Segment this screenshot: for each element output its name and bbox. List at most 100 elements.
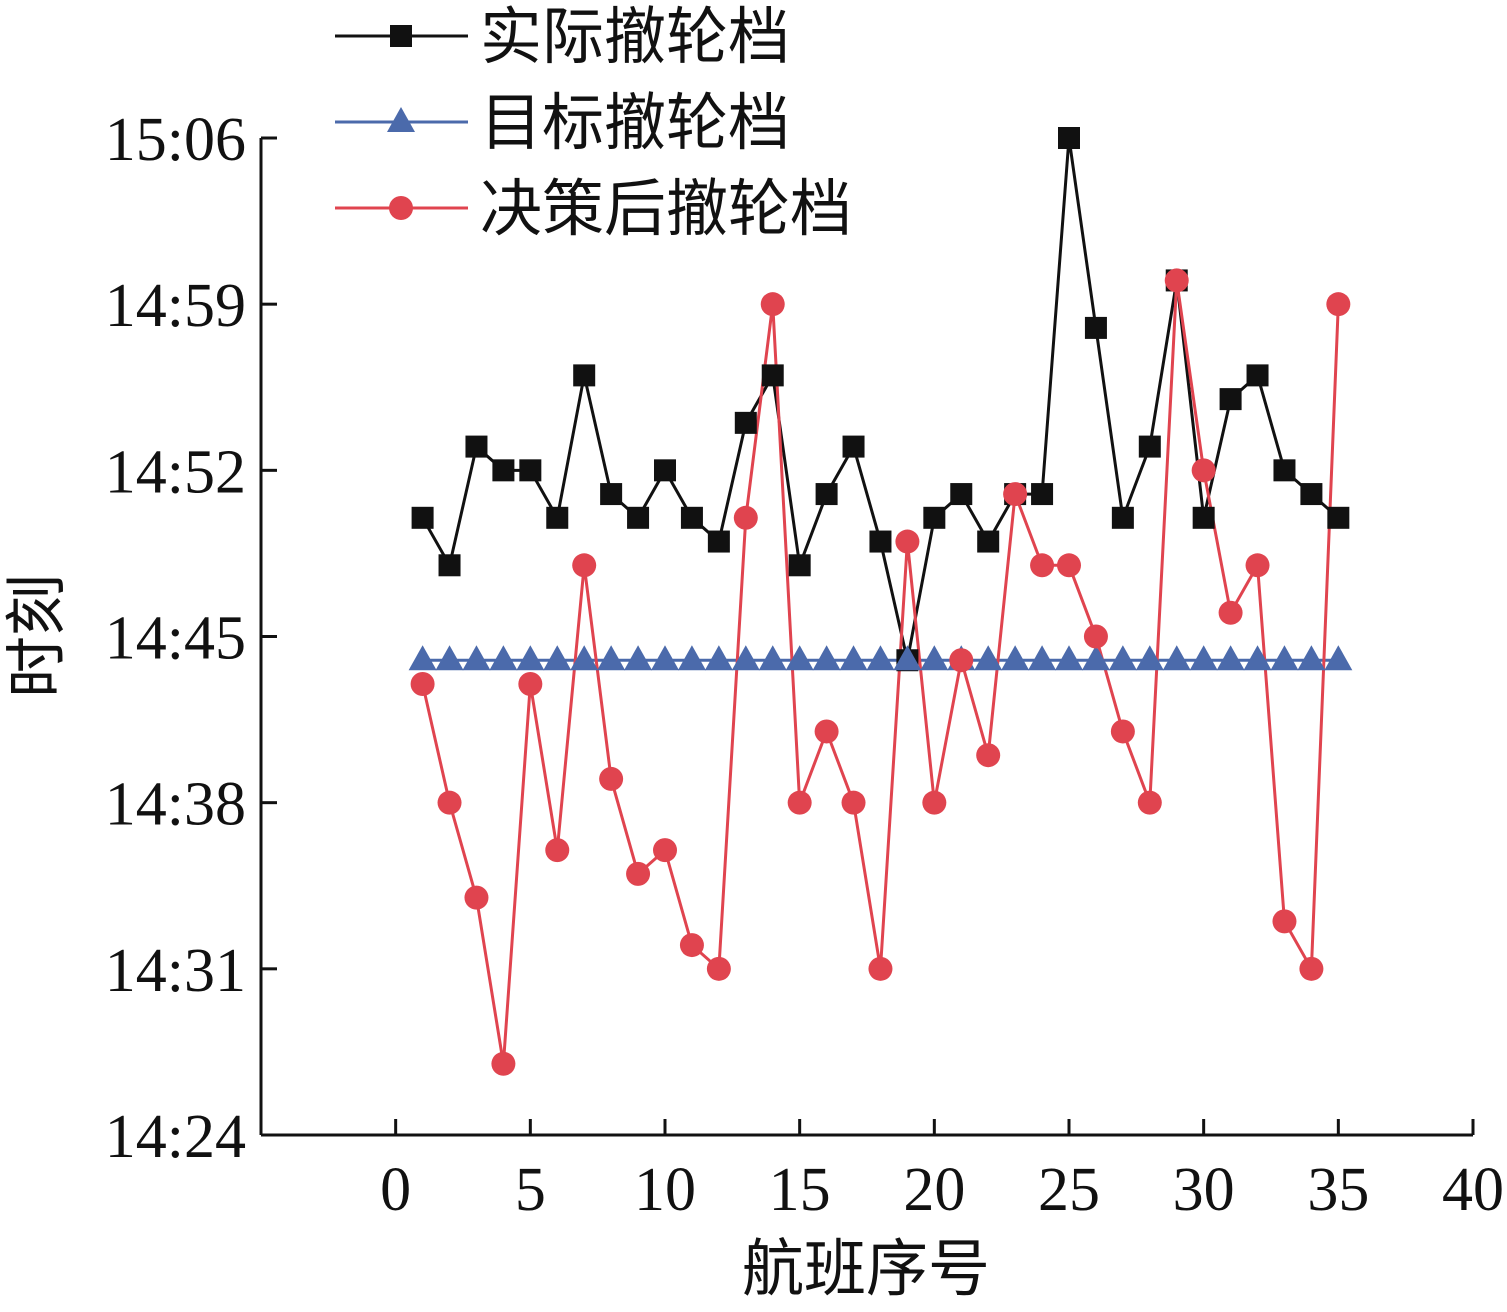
data-point — [1270, 645, 1299, 671]
data-point — [1108, 645, 1137, 671]
data-point — [974, 645, 1003, 671]
legend-marker — [387, 107, 415, 132]
data-point — [651, 645, 679, 671]
data-point — [950, 483, 973, 506]
legend-item: 决策后撤轮档 — [335, 172, 852, 245]
legend-marker — [389, 196, 413, 220]
data-point — [1057, 553, 1081, 578]
data-point — [758, 645, 787, 671]
y-tick-label: 14:31 — [105, 937, 246, 1005]
data-point — [734, 411, 757, 434]
data-point — [599, 766, 624, 791]
data-point — [976, 743, 1001, 768]
y-tick-label: 14:59 — [105, 272, 246, 340]
data-point — [572, 553, 597, 578]
data-point — [1030, 553, 1055, 578]
data-point — [788, 554, 811, 577]
data-point — [1138, 435, 1161, 458]
series-line-3 — [421, 280, 1340, 1065]
data-point — [893, 645, 922, 671]
x-tick-label: 20 — [903, 1156, 965, 1224]
data-point — [627, 506, 650, 529]
data-point — [815, 483, 838, 506]
data-point — [869, 530, 892, 553]
data-point — [760, 292, 785, 317]
data-point — [866, 645, 895, 671]
data-point — [868, 956, 893, 981]
data-point — [1110, 719, 1135, 744]
data-point — [812, 645, 841, 671]
data-point — [518, 671, 543, 696]
data-point — [654, 459, 676, 482]
series-markers — [408, 127, 1353, 1076]
data-point — [1218, 600, 1243, 625]
data-point — [437, 790, 462, 815]
legend-item: 实际撤轮档 — [335, 0, 790, 73]
data-point — [707, 530, 730, 553]
data-point — [704, 645, 733, 671]
data-point — [1111, 506, 1134, 529]
data-point — [489, 645, 518, 671]
axes — [259, 138, 1473, 1137]
data-point — [1162, 645, 1191, 671]
data-point — [839, 645, 868, 671]
x-tick-label: 10 — [634, 1156, 696, 1224]
data-point — [624, 645, 653, 671]
data-point — [408, 645, 437, 671]
data-point — [1081, 645, 1110, 671]
data-point — [545, 838, 570, 863]
data-point — [1003, 482, 1028, 507]
data-point — [1326, 292, 1351, 317]
y-ticks: 14:24 14:31 14:38 14:45 14:52 14:59 15:06 — [105, 106, 277, 1171]
x-axis-title: 航班序号 — [742, 1232, 990, 1305]
x-tick-label: 30 — [1173, 1156, 1235, 1224]
data-point — [1137, 790, 1162, 815]
data-point — [438, 554, 461, 577]
data-point — [920, 645, 949, 671]
x-ticks: 0 5 10 15 20 25 30 35 40 — [380, 1119, 1504, 1224]
data-point — [1001, 645, 1030, 671]
x-tick-label: 35 — [1307, 1156, 1369, 1224]
data-point — [1299, 956, 1324, 981]
data-point — [1246, 364, 1269, 387]
data-point — [1327, 506, 1350, 529]
data-point — [761, 364, 784, 387]
data-point — [600, 483, 623, 506]
y-axis-title: 时刻 — [0, 574, 73, 698]
series-markers-2 — [408, 645, 1353, 671]
data-point — [543, 645, 572, 671]
data-point — [1084, 316, 1107, 339]
data-point — [462, 645, 491, 671]
data-point — [411, 506, 434, 529]
data-point — [1191, 458, 1216, 483]
y-tick-label: 15:06 — [105, 106, 246, 174]
data-point — [977, 530, 1000, 553]
data-point — [491, 1051, 516, 1076]
data-point — [410, 671, 435, 696]
y-tick-label: 14:24 — [105, 1103, 246, 1171]
data-point — [546, 506, 569, 529]
data-point — [1192, 506, 1215, 529]
data-point — [1083, 624, 1108, 649]
legend-label: 目标撤轮档 — [480, 86, 790, 159]
data-point — [733, 505, 758, 530]
y-tick-label: 14:45 — [105, 605, 246, 673]
data-point — [842, 435, 865, 458]
data-point — [573, 364, 596, 387]
data-point — [1055, 645, 1083, 671]
data-point — [519, 459, 542, 482]
data-point — [1300, 483, 1323, 506]
data-point — [1219, 388, 1242, 411]
data-point — [1135, 645, 1164, 671]
data-point — [1028, 645, 1057, 671]
data-point — [787, 790, 812, 815]
data-point — [653, 838, 677, 863]
data-point — [1245, 553, 1270, 578]
data-point — [922, 790, 947, 815]
data-point — [679, 933, 704, 958]
data-point — [1189, 645, 1218, 671]
series-markers-3 — [410, 268, 1351, 1076]
data-point — [492, 459, 515, 482]
data-point — [841, 790, 866, 815]
